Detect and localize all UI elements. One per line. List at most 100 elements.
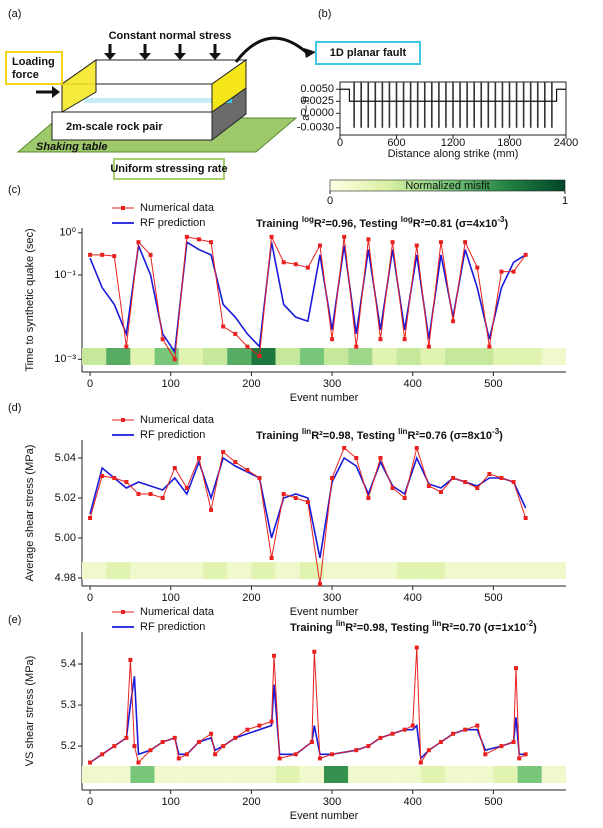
data-point (136, 492, 141, 496)
misfit-cell (324, 348, 349, 365)
annotation-part: R²=0.98, Testing (345, 622, 432, 634)
misfit-cell (154, 766, 179, 783)
data-point (366, 237, 371, 242)
x-tick-label: 400 (404, 378, 422, 390)
misfit-cell (420, 766, 445, 783)
data-point (451, 319, 456, 324)
misfit-cell (469, 348, 494, 365)
y-tick-label: 0.0025 (300, 95, 334, 107)
annotation-part: R²=0.98, Testing (311, 430, 398, 442)
misfit-cell (396, 562, 421, 579)
x-tick-label: 200 (242, 378, 260, 390)
x-tick-label: 300 (323, 592, 341, 604)
data-point (269, 556, 274, 560)
data-point (112, 476, 117, 480)
misfit-cell (493, 348, 518, 365)
misfit-cell (541, 562, 566, 579)
data-point (124, 344, 129, 349)
data-point (245, 727, 250, 732)
annotation-part: log (401, 215, 413, 224)
y-tick-label: 0.0050 (300, 83, 334, 95)
x-tick-label: 500 (484, 796, 502, 808)
misfit-cell (348, 562, 373, 579)
data-point (438, 240, 443, 245)
misfit-cell (324, 766, 349, 783)
data-point (330, 476, 335, 480)
misfit-cell (154, 562, 179, 579)
x-tick-label: 100 (162, 592, 180, 604)
x-tick-label: 600 (387, 137, 405, 149)
misfit-cell (420, 562, 445, 579)
data-point (209, 731, 214, 736)
x-axis-label: Event number (290, 392, 359, 404)
misfit-cell (154, 348, 179, 365)
misfit-cell (348, 348, 373, 365)
data-point (124, 735, 129, 740)
label: Shaking table (36, 141, 108, 153)
x-tick-label: 100 (162, 796, 180, 808)
data-point (221, 324, 226, 329)
label: force (12, 69, 39, 81)
data-point (196, 237, 201, 242)
annotation-part: lin (398, 427, 407, 436)
label: Loading (12, 56, 55, 68)
misfit-cell (82, 348, 107, 365)
data-point (293, 262, 298, 267)
misfit-cell (251, 562, 276, 579)
data-point (221, 450, 226, 454)
data-point (426, 748, 431, 753)
misfit-cell (275, 562, 300, 579)
data-point (209, 240, 214, 245)
misfit-cell (396, 766, 421, 783)
x-tick-label: 1200 (441, 137, 465, 149)
y-tick-label: 5.3 (61, 699, 76, 711)
data-point (475, 486, 480, 490)
data-point (148, 748, 153, 753)
y-axis-label: Time to synthetic quake (sec) (24, 228, 36, 371)
data-point (233, 460, 238, 464)
data-point (414, 645, 419, 650)
data-point (390, 486, 395, 490)
data-point (132, 744, 137, 749)
data-point (451, 476, 456, 480)
x-tick-label: 0 (87, 378, 93, 390)
misfit-cell (82, 562, 107, 579)
data-point (293, 752, 298, 757)
misfit-cell (106, 348, 131, 365)
misfit-cell (251, 766, 276, 783)
data-point (184, 752, 189, 757)
data-point (463, 727, 468, 732)
annotation-part: lin (336, 619, 345, 628)
data-point (402, 337, 407, 342)
label: 2m-scale rock pair (66, 121, 163, 133)
annotation-part: ) (499, 430, 503, 442)
profile-line (340, 88, 566, 102)
data-point (257, 476, 262, 480)
y-tick-label: 0.0000 (300, 107, 334, 119)
colorbar-label: Normalized misfit (405, 180, 489, 192)
data-point (213, 752, 218, 757)
data-point (390, 731, 395, 736)
misfit-cell (372, 766, 397, 783)
annotation-part: ) (504, 218, 508, 230)
data-point (402, 496, 407, 500)
data-point (499, 476, 504, 480)
data-point (88, 252, 93, 257)
data-point (148, 252, 153, 257)
x-tick-label: 400 (404, 796, 422, 808)
misfit-cell (106, 766, 131, 783)
data-point (209, 508, 214, 512)
misfit-cell (106, 562, 131, 579)
stress-arrows (36, 44, 217, 94)
misfit-cell (203, 562, 228, 579)
y-tick-label: 5.2 (61, 740, 76, 752)
colorbar-tick-label: 0 (327, 195, 333, 207)
data-point (483, 752, 488, 757)
misfit-cell (469, 562, 494, 579)
data-point (305, 265, 310, 270)
y-axis-label: a – b (300, 96, 312, 120)
legend-marker (121, 206, 125, 210)
misfit-cell (445, 348, 470, 365)
data-point (305, 500, 310, 504)
misfit-cell (275, 348, 300, 365)
